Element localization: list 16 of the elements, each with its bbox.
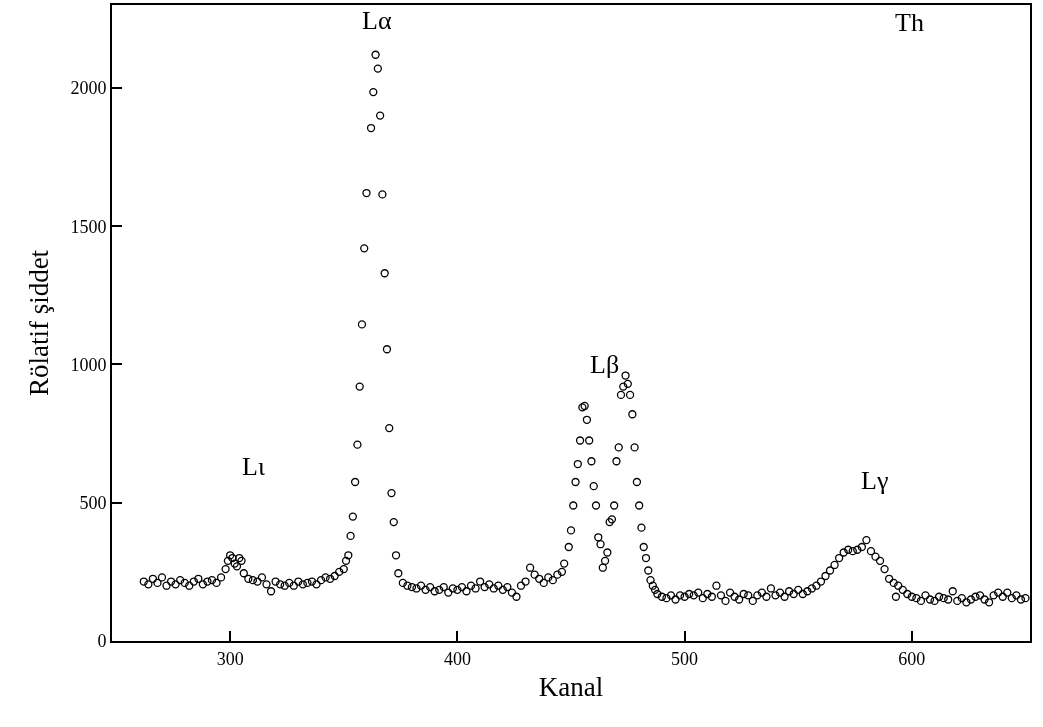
annotation: Th	[895, 8, 924, 37]
x-tick-label: 300	[216, 648, 244, 669]
y-tick-label: 1000	[70, 354, 107, 375]
x-axis-title: Kanal	[538, 672, 604, 703]
annotation: Lα	[362, 6, 392, 35]
annotation: Lγ	[861, 466, 889, 495]
y-axis-title: Rölatif şiddet	[23, 249, 54, 397]
x-tick-label: 400	[443, 648, 471, 669]
annotation: Lι	[242, 452, 265, 481]
y-tick-label: 1500	[70, 216, 107, 237]
x-tick-label: 500	[671, 648, 699, 669]
annotation: Lβ	[590, 350, 620, 379]
x-tick-label: 600	[898, 648, 926, 669]
y-tick-label: 2000	[70, 78, 107, 99]
y-tick-label: 500	[79, 493, 107, 514]
y-tick-label: 0	[97, 631, 107, 652]
